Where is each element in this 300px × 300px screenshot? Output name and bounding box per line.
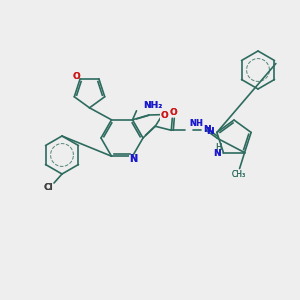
Text: H: H xyxy=(215,143,221,152)
Text: NH: NH xyxy=(189,119,203,128)
Text: N: N xyxy=(206,127,214,136)
Text: CH₃: CH₃ xyxy=(232,170,246,179)
Text: N: N xyxy=(203,125,211,134)
Text: O: O xyxy=(72,72,80,81)
Text: NH₂: NH₂ xyxy=(143,101,163,110)
Text: O: O xyxy=(169,108,177,117)
Text: O: O xyxy=(160,111,168,120)
Text: O: O xyxy=(160,111,168,120)
Text: N: N xyxy=(206,127,214,136)
Text: O: O xyxy=(169,108,177,117)
Text: NH₂: NH₂ xyxy=(143,101,163,110)
Bar xyxy=(128,155,139,163)
Text: O: O xyxy=(72,72,80,81)
Text: N: N xyxy=(203,125,211,134)
Text: Cl: Cl xyxy=(43,184,53,193)
Text: Cl: Cl xyxy=(43,184,53,193)
Text: N: N xyxy=(213,149,220,158)
Text: N: N xyxy=(129,154,138,164)
Text: N: N xyxy=(213,149,220,158)
Bar xyxy=(160,112,170,120)
Text: CH₃: CH₃ xyxy=(232,170,246,179)
Text: NH: NH xyxy=(189,119,203,128)
Text: H: H xyxy=(215,143,221,152)
Text: N: N xyxy=(129,154,138,164)
